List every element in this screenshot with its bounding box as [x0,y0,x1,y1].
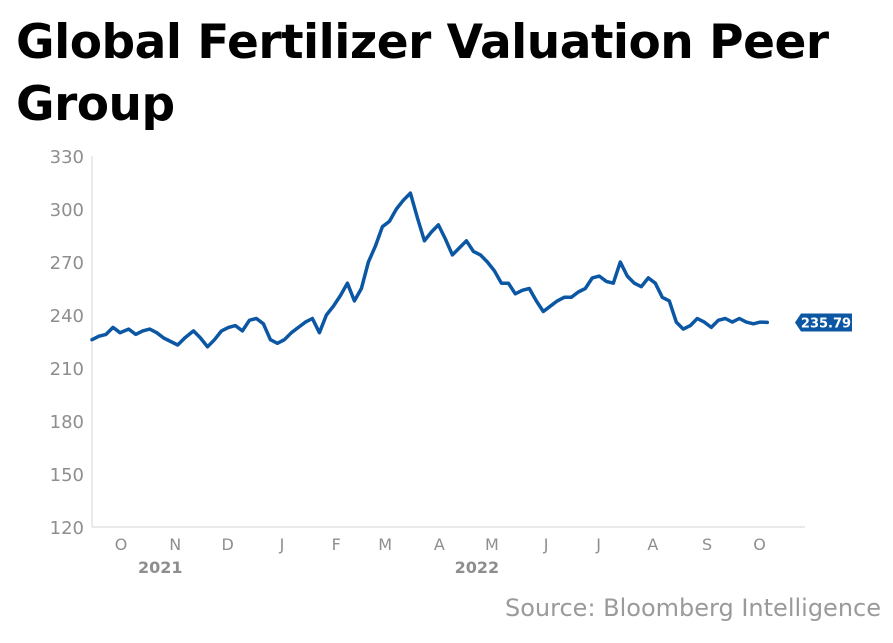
x-tick-label: A [647,535,658,554]
y-tick-label: 240 [50,306,84,327]
x-tick-label: J [595,535,601,554]
x-tick-label: J [279,535,285,554]
year-labels: 2021 2022 [138,558,499,577]
y-tick-label: 120 [50,518,84,539]
x-tick-label: J [543,535,549,554]
last-value-label: 235.79 [801,316,851,331]
x-tick-label: S [702,535,712,554]
series-line [90,191,770,349]
x-tick-label: M [378,535,392,554]
last-value-badge-bg [795,313,852,332]
last-value-badge: 235.79 [795,313,852,332]
y-tick-label: 150 [50,465,84,486]
y-tick-label: 180 [50,412,84,433]
y-tick-label: 270 [50,253,84,274]
source-note: Source: Bloomberg Intelligence [505,594,881,622]
x-tick-label: M [485,535,499,554]
x-tick-label: N [169,535,181,554]
x-tick-label: D [222,535,234,554]
y-axis: 330 300 270 240 210 180 150 120 [50,147,84,539]
x-tick-label: F [332,535,341,554]
y-tick-label: 300 [50,200,84,221]
year-label: 2021 [138,558,183,577]
x-tick-label: A [434,535,445,554]
year-label: 2022 [455,558,500,577]
x-tick-label: O [115,535,128,554]
y-tick-label: 210 [50,359,84,380]
y-tick-label: 330 [50,147,84,168]
chart-title: Global Fertilizer Valuation Peer Group [16,15,829,132]
x-tick-label: O [753,535,766,554]
